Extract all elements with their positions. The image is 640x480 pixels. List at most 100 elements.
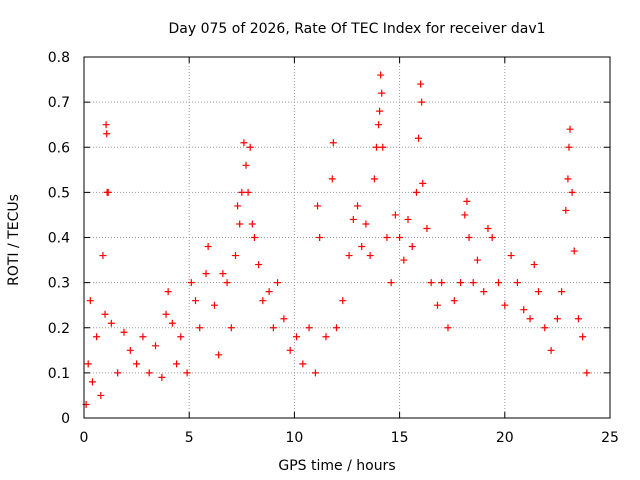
y-tick-label: 0.6 xyxy=(48,140,70,156)
data-point xyxy=(358,243,366,251)
data-point xyxy=(408,243,416,251)
data-point xyxy=(450,297,458,305)
data-point xyxy=(484,224,492,232)
data-point xyxy=(259,297,267,305)
data-point xyxy=(223,279,231,287)
data-point xyxy=(93,333,101,341)
y-tick-label: 0 xyxy=(61,411,70,427)
data-point xyxy=(269,324,277,332)
data-point xyxy=(234,202,242,210)
data-point xyxy=(501,301,509,309)
data-point xyxy=(168,319,176,327)
data-point xyxy=(101,310,109,318)
data-point xyxy=(133,360,141,368)
data-point xyxy=(568,188,576,196)
data-point xyxy=(286,346,294,354)
y-tick-label: 0.4 xyxy=(48,231,70,247)
data-point xyxy=(530,261,538,269)
data-point xyxy=(387,279,395,287)
y-tick-label: 0.2 xyxy=(48,321,70,337)
data-point xyxy=(579,333,587,341)
data-point xyxy=(280,315,288,323)
data-point xyxy=(583,369,591,377)
data-point xyxy=(215,351,223,359)
data-point xyxy=(173,360,181,368)
data-point xyxy=(145,369,153,377)
data-point xyxy=(210,301,218,309)
data-points xyxy=(82,71,591,408)
data-point xyxy=(444,324,452,332)
y-tick-label: 0.1 xyxy=(48,366,70,382)
data-point xyxy=(242,161,250,169)
x-tick-label: 0 xyxy=(80,430,89,446)
data-point xyxy=(240,139,248,147)
data-point xyxy=(202,270,210,278)
y-tick-label: 0.3 xyxy=(48,276,70,292)
data-point xyxy=(457,279,465,287)
data-point xyxy=(362,220,370,228)
data-point xyxy=(375,121,383,129)
data-point xyxy=(114,369,122,377)
data-point xyxy=(139,333,147,341)
y-tick-labels: 0 0.1 0.2 0.3 0.4 0.5 0.6 0.7 0.8 xyxy=(48,50,70,427)
data-point xyxy=(400,256,408,264)
y-tick-label: 0.5 xyxy=(48,185,70,201)
x-tick-label: 25 xyxy=(601,430,619,446)
data-point xyxy=(423,224,431,232)
data-point xyxy=(196,324,204,332)
data-point xyxy=(192,297,200,305)
data-point xyxy=(494,279,502,287)
data-point xyxy=(244,188,252,196)
data-point xyxy=(565,143,573,151)
data-point xyxy=(377,71,385,79)
data-point xyxy=(88,378,96,386)
data-point xyxy=(376,107,384,115)
data-point xyxy=(299,360,307,368)
data-point xyxy=(404,215,412,223)
data-point xyxy=(427,279,435,287)
data-point xyxy=(86,297,94,305)
data-point xyxy=(366,252,374,260)
data-point xyxy=(378,89,386,97)
data-point xyxy=(412,188,420,196)
data-point xyxy=(329,139,337,147)
data-point xyxy=(558,288,566,296)
data-point xyxy=(311,369,319,377)
data-point xyxy=(396,234,404,241)
data-point xyxy=(513,279,521,287)
axis-ticks xyxy=(83,56,611,419)
data-point xyxy=(463,197,471,205)
data-point xyxy=(418,98,426,106)
data-point xyxy=(158,373,166,381)
data-point xyxy=(227,324,235,332)
data-point xyxy=(507,252,515,260)
chart-title: Day 075 of 2026, Rate Of TEC Index for r… xyxy=(168,21,545,37)
data-point xyxy=(274,279,282,287)
data-point xyxy=(438,279,446,287)
data-point xyxy=(553,315,561,323)
data-point xyxy=(152,342,160,350)
data-point xyxy=(231,252,239,260)
data-point xyxy=(469,279,477,287)
data-point xyxy=(104,188,112,196)
data-point xyxy=(415,134,423,142)
data-point xyxy=(564,175,572,183)
data-point xyxy=(570,247,578,255)
data-point xyxy=(183,369,191,377)
x-tick-label: 20 xyxy=(496,430,514,446)
data-point xyxy=(419,179,427,187)
y-tick-label: 0.7 xyxy=(48,95,70,111)
data-point xyxy=(238,188,246,196)
data-point xyxy=(187,279,195,287)
data-point xyxy=(236,220,244,228)
data-point xyxy=(248,220,256,228)
data-point xyxy=(534,288,542,296)
data-point xyxy=(370,175,378,183)
data-point xyxy=(305,324,313,332)
data-point xyxy=(328,175,336,183)
x-tick-labels: 0 5 10 15 20 25 xyxy=(80,430,619,446)
data-point xyxy=(339,297,347,305)
data-point xyxy=(461,211,469,219)
data-point xyxy=(379,143,387,151)
data-point xyxy=(473,256,481,264)
